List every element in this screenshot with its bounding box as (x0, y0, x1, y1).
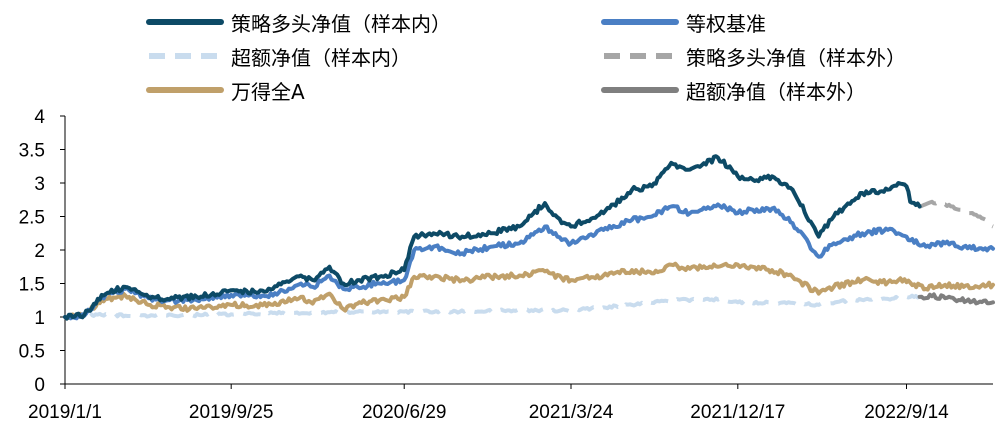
legend-swatch-excess-out (600, 75, 680, 105)
series-lines (63, 154, 995, 321)
legend-label-strategy-out: 策略多头净值（样本外） (686, 45, 906, 70)
x-tick-label: 2021/12/17 (690, 402, 785, 423)
y-tick-label: 3.5 (19, 141, 45, 162)
legend-swatch-wind-a (145, 75, 225, 105)
y-tick-label: 4 (34, 107, 45, 128)
x-tick-label: 2019/9/25 (189, 402, 274, 423)
series-line-5 (917, 292, 995, 306)
y-tick-label: 2 (34, 241, 45, 262)
legend-item-strategy-in: 策略多头净值（样本内） (145, 7, 451, 37)
legend-swatch-benchmark (600, 7, 680, 37)
legend-swatch-strategy-out (600, 41, 680, 71)
legend-item-benchmark: 等权基准 (600, 7, 766, 37)
y-tick-label: 3 (34, 174, 45, 195)
legend-item-excess-out: 超额净值（样本外） (600, 75, 866, 105)
y-tick-label: 0.5 (19, 342, 45, 363)
series-line-0 (63, 154, 922, 321)
series-line-3 (919, 199, 994, 229)
legend-label-excess-out: 超额净值（样本外） (686, 79, 866, 104)
legend-item-wind-a: 万得全A (145, 75, 305, 105)
legend-label-benchmark: 等权基准 (686, 11, 766, 36)
series-line-2 (64, 293, 921, 320)
series-line-4 (63, 261, 995, 320)
legend-item-excess-in: 超额净值（样本内） (145, 41, 411, 71)
legend: 策略多头净值（样本内） 等权基准 超额净值（样本内） 策略多头净值（样本外） 万… (0, 0, 1005, 110)
x-tick-label: 2022/9/14 (864, 402, 949, 423)
legend-label-wind-a: 万得全A (231, 79, 305, 104)
series-line-1 (63, 202, 995, 321)
legend-swatch-excess-in (145, 41, 225, 71)
y-tick-label: 1.5 (19, 275, 45, 296)
y-tick-label: 2.5 (19, 208, 45, 229)
x-tick-label: 2019/1/1 (28, 402, 102, 423)
axes: 0 0.5 1 1.5 2 2.5 3 3.5 4 2019/1/1 2019/9/25 2020/6… (19, 107, 993, 423)
legend-label-excess-in: 超额净值（样本内） (231, 45, 411, 70)
legend-swatch-strategy-in (145, 7, 225, 37)
y-tick-label: 0 (34, 375, 45, 396)
y-tick-label: 1 (34, 308, 45, 329)
legend-label-strategy-in: 策略多头净值（样本内） (231, 11, 451, 36)
legend-item-strategy-out: 策略多头净值（样本外） (600, 41, 906, 71)
x-tick-label: 2020/6/29 (362, 402, 447, 423)
x-tick-label: 2021/3/24 (529, 402, 614, 423)
